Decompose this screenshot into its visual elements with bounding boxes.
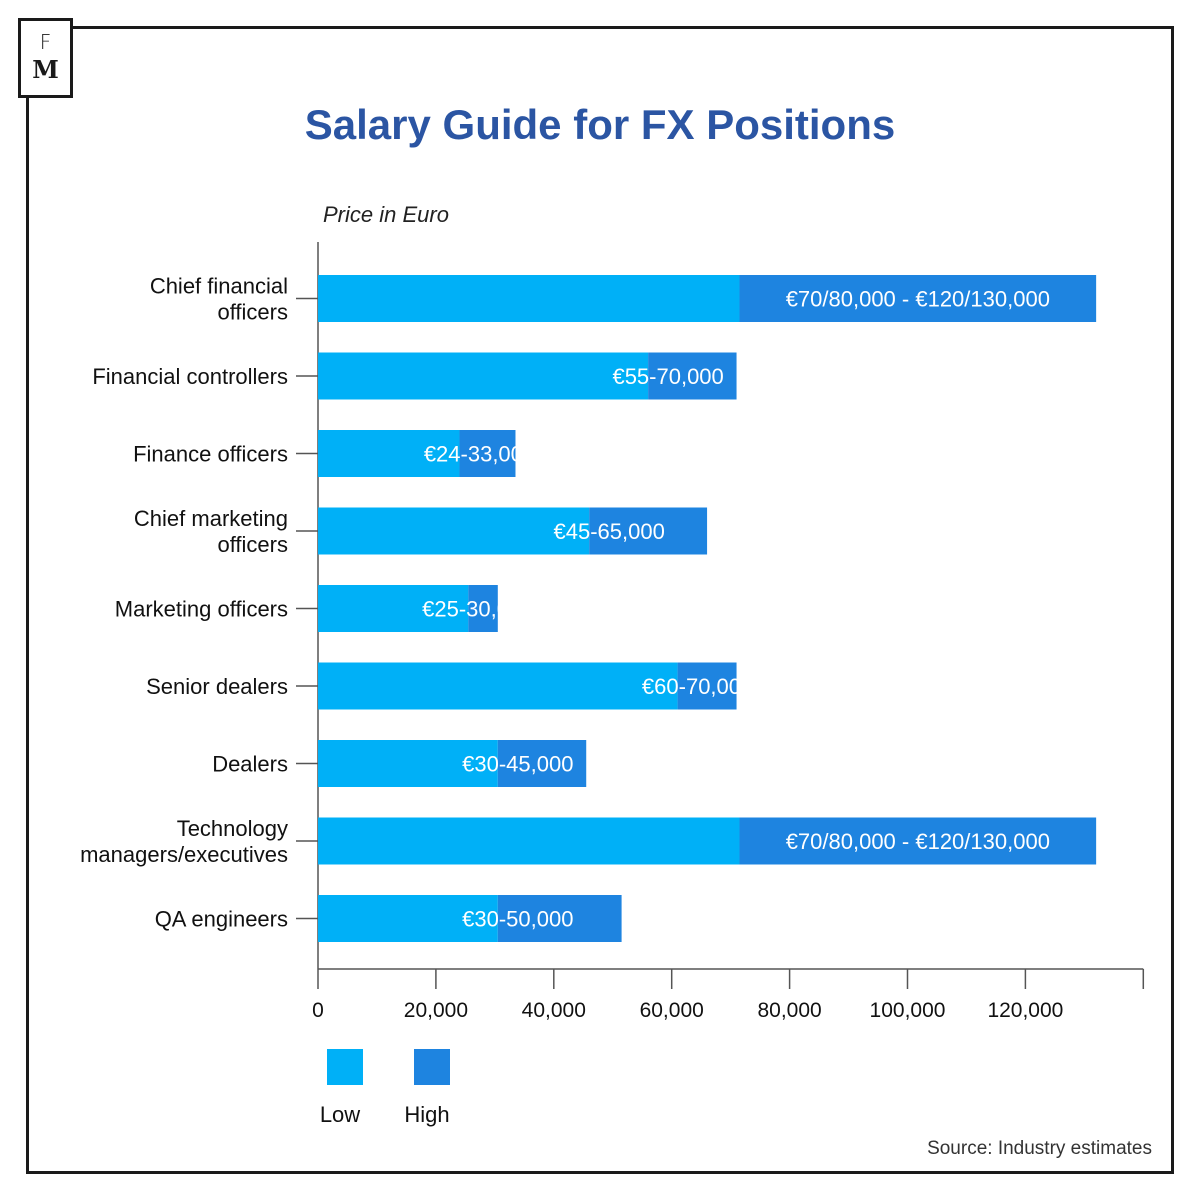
bar-high (589, 507, 708, 555)
data-label: €25-30,000 (422, 597, 533, 622)
x-tick-label: 120,000 (987, 999, 1063, 1022)
bar-high (497, 740, 587, 787)
bar-low (318, 740, 498, 787)
bar-low (318, 275, 740, 322)
unit-label: Price in Euro (323, 202, 449, 227)
category-label: Marketing officers (115, 597, 288, 622)
data-label: €45-65,000 (554, 519, 665, 544)
category-label: Chief financial (150, 274, 288, 299)
bar-high (468, 585, 498, 632)
data-label: €70/80,000 - €120/130,000 (786, 287, 1050, 312)
fm-logo: F M (18, 18, 73, 98)
data-label: €70/80,000 - €120/130,000 (786, 829, 1050, 854)
category-label: QA engineers (155, 907, 288, 932)
bar-low (318, 585, 469, 632)
data-label: €30-45,000 (462, 752, 573, 777)
logo-letter-f: F (39, 30, 52, 54)
category-label: Financial controllers (92, 364, 288, 389)
bar-low (318, 662, 678, 710)
x-tick-label: 60,000 (640, 999, 704, 1022)
legend-swatch-low (327, 1049, 363, 1085)
bar-high (739, 275, 1097, 322)
bar-low (318, 507, 590, 555)
chart-frame (26, 26, 1174, 1174)
bar-low (318, 895, 498, 942)
data-label: €55-70,000 (612, 364, 723, 389)
logo-letter-m: M (32, 55, 59, 84)
source-note: Source: Industry estimates (927, 1138, 1152, 1159)
category-label: Finance officers (133, 442, 288, 467)
legend-label-high: High (404, 1102, 449, 1127)
legend-label-low: Low (320, 1102, 360, 1127)
bar-high (677, 662, 737, 710)
bar-low (318, 430, 460, 477)
category-label: officers (217, 532, 288, 557)
data-label: €24-33,000 (424, 442, 535, 467)
category-label: Dealers (212, 752, 288, 777)
bar-high (497, 895, 622, 942)
legend-swatch-high (414, 1049, 450, 1085)
x-tick-label: 0 (312, 999, 324, 1022)
chart-title: Salary Guide for FX Positions (304, 101, 896, 148)
data-label: €30-50,000 (462, 907, 573, 932)
category-label: officers (217, 300, 288, 325)
x-tick-label: 80,000 (757, 999, 821, 1022)
bar-low (318, 817, 740, 865)
x-tick-label: 100,000 (870, 999, 946, 1022)
x-tick-label: 20,000 (404, 999, 468, 1022)
bar-high (459, 430, 516, 477)
category-label: Chief marketing (134, 506, 288, 531)
bar-low (318, 352, 649, 400)
category-label: managers/executives (80, 842, 288, 867)
bar-high (739, 817, 1097, 865)
data-label: €60-70,000 (642, 674, 753, 699)
category-label: Senior dealers (146, 674, 288, 699)
category-label: Technology (177, 816, 288, 841)
x-tick-label: 40,000 (522, 999, 586, 1022)
bar-high (648, 352, 737, 400)
